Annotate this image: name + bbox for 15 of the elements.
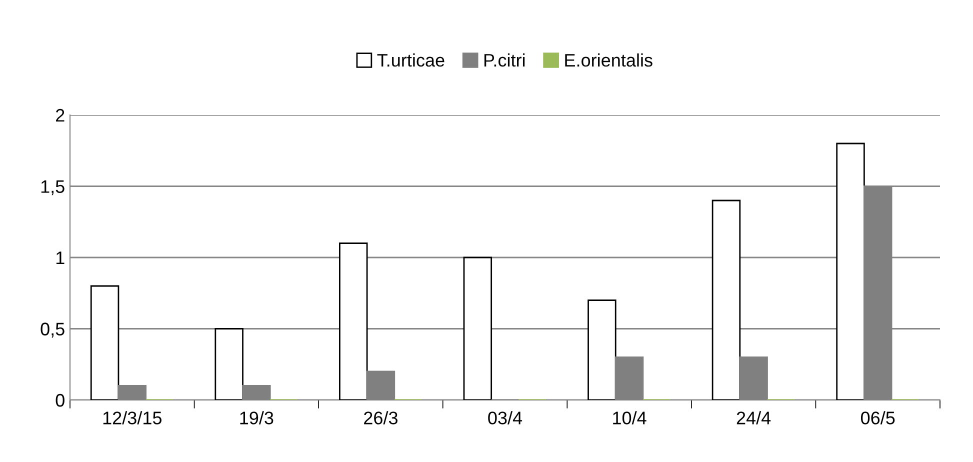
y-tick-label: 0 xyxy=(56,394,64,407)
y-tick-label: 0,5 xyxy=(40,322,64,338)
legend-label: P.citri xyxy=(484,53,525,67)
x-tick-label: 26/3 xyxy=(364,411,398,424)
x-tick-label: 12/3/15 xyxy=(103,411,162,424)
legend-label: E.orientalis xyxy=(565,53,652,67)
x-tick-label: 24/4 xyxy=(736,411,771,424)
legend-label: T.urticae xyxy=(377,53,444,67)
x-tick-label: 03/4 xyxy=(488,411,522,424)
x-tick-label: 10/4 xyxy=(613,411,646,424)
x-tick-label: 19/3 xyxy=(240,411,274,424)
y-tick-label: 1,5 xyxy=(41,180,64,196)
y-tick-label: 2 xyxy=(56,108,64,122)
x-tick-label: 06/5 xyxy=(860,411,895,424)
y-tick-label: 1 xyxy=(56,252,64,264)
